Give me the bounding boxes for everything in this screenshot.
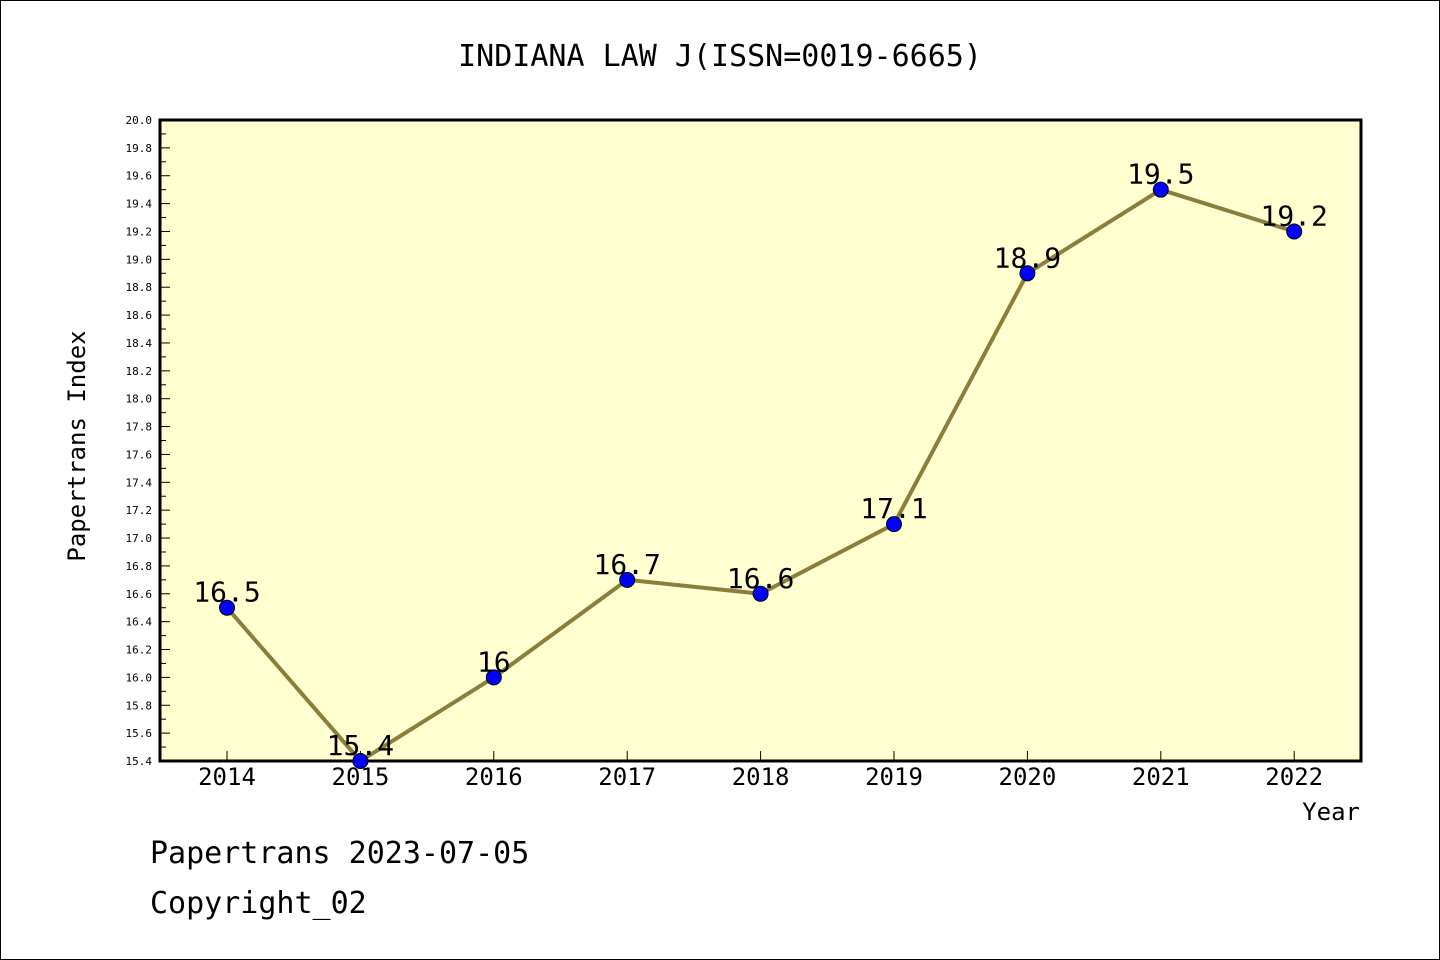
y-tick-label: 17.6 xyxy=(126,448,153,461)
data-label: 16.6 xyxy=(727,562,794,595)
series-group xyxy=(219,181,1303,769)
data-point xyxy=(352,753,369,769)
y-tick-label: 17.0 xyxy=(126,532,153,545)
y-axis-label: Papertrans Index xyxy=(63,330,91,561)
chart-title: INDIANA LAW J(ISSN=0019-6665) xyxy=(458,39,982,74)
data-point xyxy=(485,669,502,686)
y-axis-ticks: 15.4 15.6 15.8 16.0 16.2 16.4 16.6 16.8 17.0 17.2… xyxy=(126,114,170,768)
y-tick-label: 19.4 xyxy=(126,198,153,211)
y-tick-label: 17.2 xyxy=(126,504,153,517)
x-tick-label: 2016 xyxy=(465,763,523,791)
data-point xyxy=(219,599,235,616)
y-tick-label: 16.8 xyxy=(126,560,153,573)
y-tick-label: 20.0 xyxy=(126,114,153,127)
plot-area xyxy=(158,118,1363,763)
y-tick-label: 19.8 xyxy=(126,142,153,155)
data-point xyxy=(1286,223,1303,240)
data-label: 16.7 xyxy=(593,548,660,581)
data-point xyxy=(1152,181,1169,198)
x-tick-label: 2014 xyxy=(198,763,256,791)
y-tick-label: 15.8 xyxy=(126,699,153,712)
x-tick-label: 2018 xyxy=(732,763,790,791)
x-tick-label: 2019 xyxy=(865,763,923,791)
y-tick-label: 19.2 xyxy=(126,225,153,238)
y-tick-label: 15.6 xyxy=(126,727,153,740)
y-tick-label: 17.4 xyxy=(126,476,153,489)
data-label: 18.9 xyxy=(994,241,1061,274)
y-tick-label: 17.8 xyxy=(126,421,153,434)
y-tick-label: 19.6 xyxy=(126,170,153,183)
data-label: 19.2 xyxy=(1260,199,1327,232)
data-label: 15.4 xyxy=(327,729,394,762)
y-tick-label: 16.6 xyxy=(126,588,153,601)
data-point xyxy=(886,516,902,533)
data-label: 16.5 xyxy=(193,576,260,609)
x-tick-label: 2020 xyxy=(999,763,1057,791)
y-tick-label: 15.4 xyxy=(126,755,153,768)
x-axis-label: Year xyxy=(1302,798,1360,826)
y-tick-label: 16.4 xyxy=(126,616,153,629)
x-axis-ticks: 2014 2015 2016 2017 2018 2019 2020 2021 2022 xyxy=(198,751,1323,791)
data-label: 19.5 xyxy=(1127,158,1194,191)
data-labels-group: 16.5 15.4 16 16.7 16.6 17.1 18.9 19.5 19.2 xyxy=(193,158,1328,762)
data-label: 16 xyxy=(477,645,511,678)
data-label: 17.1 xyxy=(860,492,927,525)
y-tick-label: 19.0 xyxy=(126,253,153,266)
y-tick-label: 18.0 xyxy=(126,393,153,406)
data-point xyxy=(1019,265,1036,282)
y-tick-label: 18.8 xyxy=(126,281,153,294)
footer-stamp: Papertrans 2023-07-05 xyxy=(150,836,530,871)
y-tick-label: 18.2 xyxy=(126,365,153,378)
footer-copyright: Copyright_02 xyxy=(150,886,367,921)
y-tick-label: 18.6 xyxy=(126,309,153,322)
x-tick-label: 2021 xyxy=(1132,763,1190,791)
y-tick-label: 16.0 xyxy=(126,671,153,684)
y-tick-label: 18.4 xyxy=(126,337,153,350)
data-point xyxy=(619,571,636,588)
data-point xyxy=(752,585,769,602)
x-tick-label: 2017 xyxy=(598,763,656,791)
x-tick-label: 2022 xyxy=(1265,763,1323,791)
y-tick-label: 16.2 xyxy=(126,644,153,657)
